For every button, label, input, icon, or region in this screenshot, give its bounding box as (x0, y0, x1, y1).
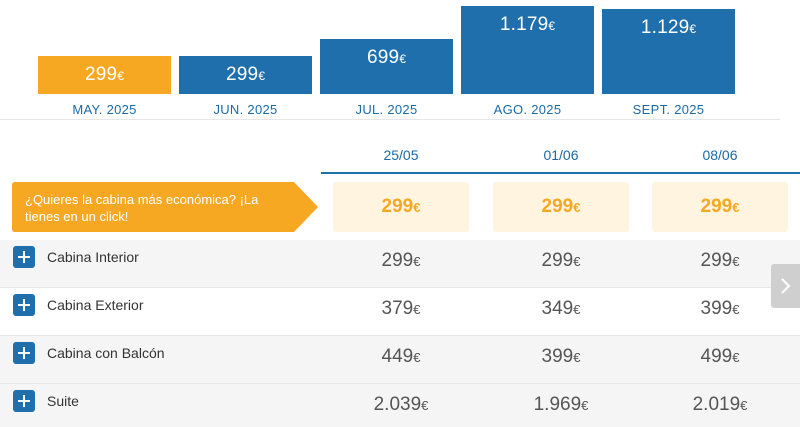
cabin-name: Cabina Interior (47, 249, 139, 265)
cabin-name: Cabina Exterior (47, 297, 144, 313)
currency-symbol: € (732, 302, 740, 317)
cabin-row-suite: Suite 2.039€ 1.969€ 2.019€ (0, 384, 800, 427)
currency-symbol: € (573, 200, 581, 215)
currency-symbol: € (732, 350, 740, 365)
cheapest-price-button[interactable]: 299€ (652, 182, 788, 232)
cabin-price[interactable]: 1.969€ (481, 394, 641, 416)
plus-icon[interactable] (13, 246, 35, 268)
currency-symbol: € (413, 302, 421, 317)
month-bar[interactable]: 299€ (38, 56, 171, 94)
cabin-price[interactable]: 299€ (640, 250, 800, 272)
price-value: 449 (381, 346, 414, 367)
price-value: 299 (381, 250, 414, 271)
cheapest-cabin-banner[interactable]: ¿Quieres la cabina más económica? ¡La ti… (12, 182, 318, 232)
price-value: 299 (541, 196, 574, 217)
cabin-price[interactable]: 399€ (481, 346, 641, 368)
currency-symbol: € (581, 398, 589, 413)
month-jul-2025[interactable]: 699€ JUL. 2025 (320, 0, 453, 120)
divider (0, 119, 780, 120)
cabin-price[interactable]: 299€ (481, 250, 641, 272)
currency-symbol: € (573, 254, 581, 269)
cabin-row-interior: Cabina Interior 299€ 299€ 299€ (0, 240, 800, 288)
cabin-price[interactable]: 379€ (321, 298, 481, 320)
cheapest-price-button[interactable]: 299€ (493, 182, 629, 232)
cabin-price[interactable]: 399€ (640, 298, 800, 320)
currency-symbol: € (689, 22, 697, 36)
date-header[interactable]: 08/06 (702, 147, 738, 163)
date-header[interactable]: 01/06 (543, 147, 579, 163)
month-label: SEPT. 2025 (632, 102, 705, 117)
month-label: MAY. 2025 (72, 102, 137, 117)
currency-symbol: € (413, 200, 421, 215)
currency-symbol: € (740, 398, 748, 413)
month-bar[interactable]: 699€ (320, 39, 453, 94)
currency-symbol: € (548, 19, 556, 33)
month-label: AGO. 2025 (493, 102, 562, 117)
currency-symbol: € (413, 350, 421, 365)
month-price: 1.129 (640, 17, 690, 38)
month-bar[interactable]: 1.179€ (461, 6, 594, 94)
month-price-selector: 299€ MAY. 2025 299€ JUN. 2025 699€ JUL. … (0, 0, 800, 120)
cabin-name: Suite (47, 393, 79, 409)
price-value: 299 (541, 250, 574, 271)
banner-text: ¿Quieres la cabina más económica? ¡La ti… (25, 192, 259, 224)
price-value: 2.039 (373, 394, 422, 415)
currency-symbol: € (421, 398, 429, 413)
month-price: 1.179 (499, 14, 549, 35)
currency-symbol: € (413, 254, 421, 269)
cabin-price[interactable]: 2.039€ (321, 394, 481, 416)
price-value: 1.969 (533, 394, 582, 415)
chevron-right-icon (781, 278, 791, 294)
month-label: JUN. 2025 (213, 102, 278, 117)
price-value: 299 (381, 196, 414, 217)
cabin-name: Cabina con Balcón (47, 345, 165, 361)
month-bar[interactable]: 299€ (179, 56, 312, 94)
next-dates-button[interactable] (771, 264, 800, 308)
currency-symbol: € (117, 69, 124, 83)
month-may-2025[interactable]: 299€ MAY. 2025 (38, 0, 171, 120)
price-value: 399 (541, 346, 574, 367)
price-value: 349 (541, 298, 574, 319)
cabin-row-balcony: Cabina con Balcón 449€ 399€ 499€ (0, 336, 800, 384)
month-ago-2025[interactable]: 1.179€ AGO. 2025 (461, 0, 594, 120)
currency-symbol: € (732, 254, 740, 269)
cabin-price[interactable]: 449€ (321, 346, 481, 368)
price-value: 299 (700, 250, 733, 271)
month-sept-2025[interactable]: 1.129€ SEPT. 2025 (602, 0, 735, 120)
currency-symbol: € (399, 52, 406, 66)
price-value: 499 (700, 346, 733, 367)
cabin-price[interactable]: 299€ (321, 250, 481, 272)
plus-icon[interactable] (13, 390, 35, 412)
plus-icon[interactable] (13, 342, 35, 364)
cabin-price[interactable]: 2.019€ (640, 394, 800, 416)
price-value: 399 (700, 298, 733, 319)
month-price: 699 (367, 47, 400, 68)
currency-symbol: € (258, 69, 265, 83)
month-price: 299 (226, 64, 259, 85)
cabin-price[interactable]: 499€ (640, 346, 800, 368)
date-header-underline (321, 172, 800, 174)
month-bar[interactable]: 1.129€ (602, 9, 735, 94)
date-header[interactable]: 25/05 (383, 147, 419, 163)
currency-symbol: € (732, 200, 740, 215)
currency-symbol: € (573, 302, 581, 317)
price-value: 379 (381, 298, 414, 319)
cheapest-price-button[interactable]: 299€ (333, 182, 469, 232)
month-jun-2025[interactable]: 299€ JUN. 2025 (179, 0, 312, 120)
cabin-row-exterior: Cabina Exterior 379€ 349€ 399€ (0, 288, 800, 336)
price-value: 2.019 (692, 394, 741, 415)
month-label: JUL. 2025 (355, 102, 418, 117)
cabin-price[interactable]: 349€ (481, 298, 641, 320)
banner-arrow-shape (12, 182, 318, 232)
month-price: 299 (85, 64, 118, 85)
currency-symbol: € (573, 350, 581, 365)
price-value: 299 (700, 196, 733, 217)
plus-icon[interactable] (13, 294, 35, 316)
